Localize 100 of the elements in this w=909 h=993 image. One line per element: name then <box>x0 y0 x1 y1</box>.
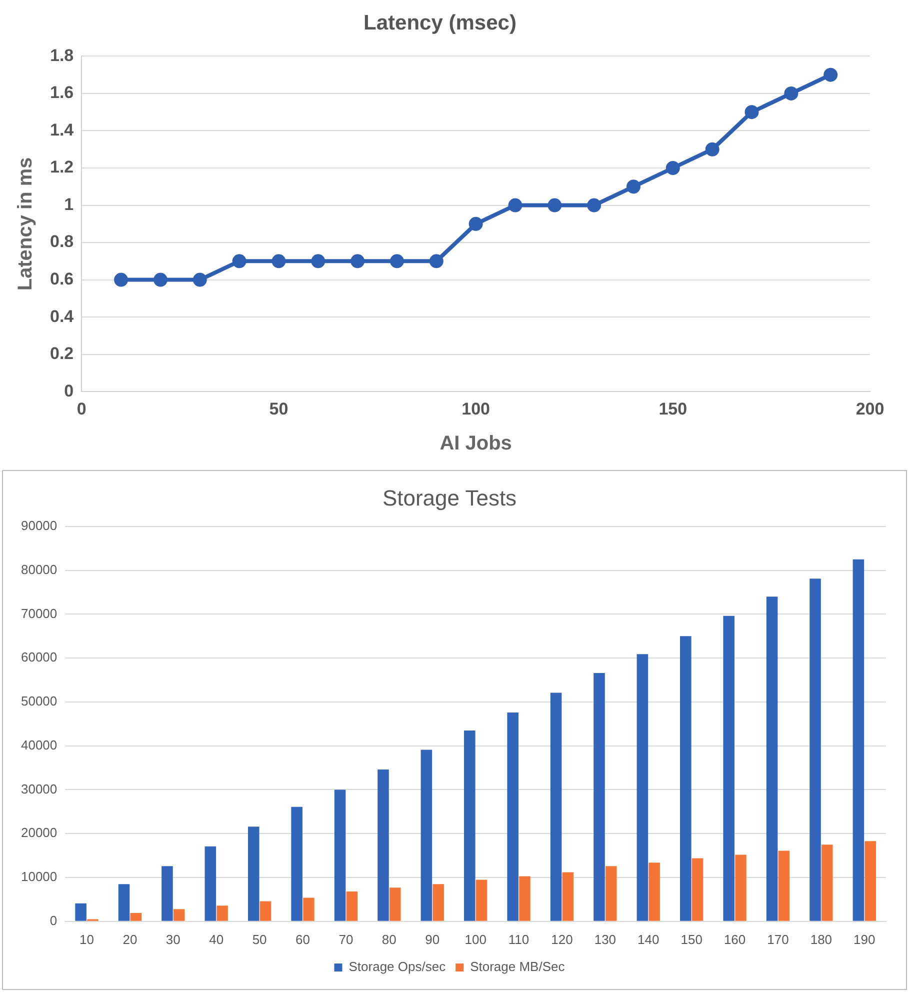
bar <box>605 866 617 921</box>
bar <box>389 888 401 921</box>
bar <box>821 844 833 921</box>
bar <box>864 841 876 921</box>
y-tick-label: 0.4 <box>50 306 74 326</box>
point <box>705 142 720 156</box>
y-tick-label: 10000 <box>20 869 58 884</box>
bar <box>766 596 778 921</box>
bar <box>432 884 444 921</box>
bar <box>173 909 185 921</box>
x-tick-label: 70 <box>338 932 354 947</box>
x-tick-label: 140 <box>638 932 660 947</box>
bar <box>303 898 314 921</box>
chart-title: Latency (msec) <box>364 11 516 34</box>
y-tick-label: 1.6 <box>50 83 74 102</box>
point <box>153 272 168 287</box>
x-tick-label: 200 <box>856 399 884 418</box>
point <box>824 68 838 82</box>
y-tick-label: 90000 <box>20 518 58 533</box>
bar <box>562 872 574 921</box>
bar <box>378 770 389 921</box>
x-tick-label: 50 <box>252 932 267 947</box>
point <box>272 254 286 268</box>
bar <box>260 901 272 921</box>
bar <box>636 654 648 921</box>
x-tick-label: 120 <box>551 932 573 947</box>
bar <box>162 866 173 921</box>
chart-title: Storage Tests <box>382 485 517 510</box>
x-tick-label: 150 <box>680 932 702 947</box>
bar <box>723 616 734 921</box>
x-tick-label: 110 <box>508 932 530 947</box>
point <box>114 272 128 287</box>
bar <box>130 913 142 921</box>
x-tick-label: 160 <box>724 932 746 947</box>
bar <box>810 578 821 921</box>
point <box>784 86 798 100</box>
bar <box>464 730 476 921</box>
bar <box>594 672 605 921</box>
bar <box>291 806 302 921</box>
y-tick-label: 70000 <box>20 606 58 621</box>
bar <box>204 846 216 921</box>
y-tick-label: 0.6 <box>50 269 74 288</box>
bar <box>778 850 790 921</box>
bar <box>334 790 346 921</box>
x-tick-label: 20 <box>122 932 138 947</box>
y-tick-label: 30000 <box>20 781 58 796</box>
point <box>548 198 562 212</box>
y-axis-title: Latency in ms <box>14 157 37 291</box>
x-tick-label: 60 <box>296 932 310 947</box>
y-tick-label: 1.8 <box>50 46 74 65</box>
x-tick-label: 40 <box>209 932 224 947</box>
x-tick-label: 190 <box>854 932 876 947</box>
x-tick-label: 170 <box>767 932 789 947</box>
bar <box>648 862 660 921</box>
point <box>587 198 602 212</box>
y-tick-label: 0 <box>50 912 58 928</box>
point <box>311 254 326 268</box>
bar <box>476 880 488 921</box>
x-tick-label: 80 <box>382 932 396 947</box>
y-tick-label: 20000 <box>20 825 58 840</box>
bar <box>519 876 530 921</box>
bar <box>346 892 358 921</box>
point <box>390 254 404 268</box>
y-tick-label: 0.8 <box>50 232 74 252</box>
bar <box>420 750 432 921</box>
bar <box>680 636 692 921</box>
x-tick-label: 50 <box>269 399 288 418</box>
x-tick-label: 0 <box>76 399 86 418</box>
bar <box>735 854 746 921</box>
x-tick-label: 130 <box>594 932 616 947</box>
y-tick-label: 40000 <box>20 737 58 752</box>
y-tick-label: 1 <box>64 194 74 214</box>
y-tick-label: 1.2 <box>50 158 74 177</box>
x-tick-label: 150 <box>658 399 688 418</box>
x-tick-label: 30 <box>166 932 180 947</box>
x-tick-label: 10 <box>80 932 94 947</box>
bar <box>507 712 518 921</box>
x-tick-label: 90 <box>425 932 440 947</box>
x-tick-label: 180 <box>810 932 832 947</box>
point <box>508 198 522 212</box>
point <box>350 254 365 268</box>
x-axis-title: AI Jobs <box>440 432 512 455</box>
bar <box>550 692 562 921</box>
bar <box>75 903 86 921</box>
bar <box>118 884 130 921</box>
point <box>744 105 759 120</box>
y-tick-label: 1.4 <box>50 120 74 140</box>
bar <box>852 559 864 921</box>
point <box>429 254 444 268</box>
legend-label: Storage MB/Sec <box>470 959 566 974</box>
legend-label: Storage Ops/sec <box>348 959 446 974</box>
point <box>468 216 483 231</box>
point <box>626 180 640 194</box>
y-tick-label: 0 <box>64 381 74 400</box>
y-tick-label: 80000 <box>20 562 58 577</box>
y-tick-label: 60000 <box>20 650 58 665</box>
x-tick-label: 100 <box>464 932 486 947</box>
y-tick-label: 0.2 <box>50 344 74 364</box>
point <box>666 161 680 175</box>
bar <box>248 826 260 921</box>
